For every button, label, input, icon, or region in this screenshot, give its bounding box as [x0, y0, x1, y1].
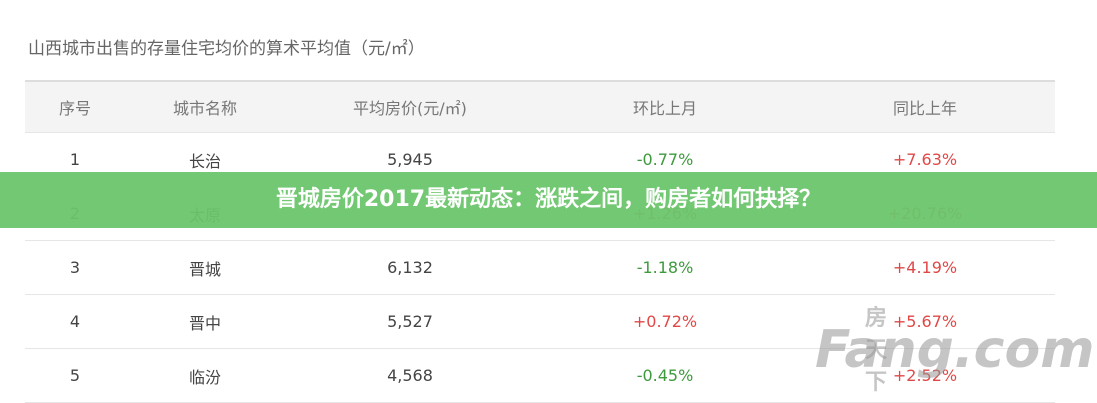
table-cell: 4,568 [387, 366, 433, 385]
table-cell: +7.63% [892, 150, 958, 169]
table-cell: -0.45% [636, 366, 694, 385]
header-cell: 同比上年 [892, 99, 957, 118]
header-cell: 平均房价(元/㎡) [353, 99, 467, 118]
table-title: 山西城市出售的存量住宅均价的算术平均值（元/㎡） [28, 39, 425, 59]
table-cell: +4.19% [892, 258, 958, 277]
table-cell: 临汾 [188, 367, 221, 387]
header-row: 序号 城市名称 平均房价(元/㎡) 环比上月 同比上年 [25, 82, 1055, 133]
table-cell: -1.18% [636, 258, 694, 277]
watermark-brand: 房天下 [865, 306, 888, 395]
table-row: 3 晋城 6,132 -1.18% +4.19% [25, 241, 1055, 295]
table-cell: 晋中 [188, 313, 221, 333]
header-cell: 城市名称 [172, 99, 237, 118]
table-cell: +0.72% [632, 312, 698, 331]
table-cell: 4 [69, 312, 81, 331]
table-cell: 1 [69, 150, 81, 169]
table-row: 4 晋中 5,527 +0.72% +5.67% [25, 295, 1055, 349]
table-cell: +5.67% [892, 312, 958, 331]
table-cell: 5,945 [387, 150, 433, 169]
table-cell: 6,132 [387, 258, 433, 277]
watermark-site: Fang.com [815, 320, 1095, 380]
table-cell: 长治 [188, 151, 221, 171]
header-cell: 序号 [58, 99, 91, 118]
table-cell: -0.77% [636, 150, 694, 169]
header-cell: 环比上月 [632, 99, 697, 118]
banner: 晋城房价2017最新动态：涨跌之间，购房者如何抉择？ [0, 172, 1097, 228]
table-cell: +2.52% [892, 366, 958, 385]
table-cell: 晋城 [188, 259, 221, 279]
table-cell: 5,527 [387, 312, 433, 331]
table-cell: 3 [69, 258, 81, 277]
table-cell: 5 [69, 366, 81, 385]
